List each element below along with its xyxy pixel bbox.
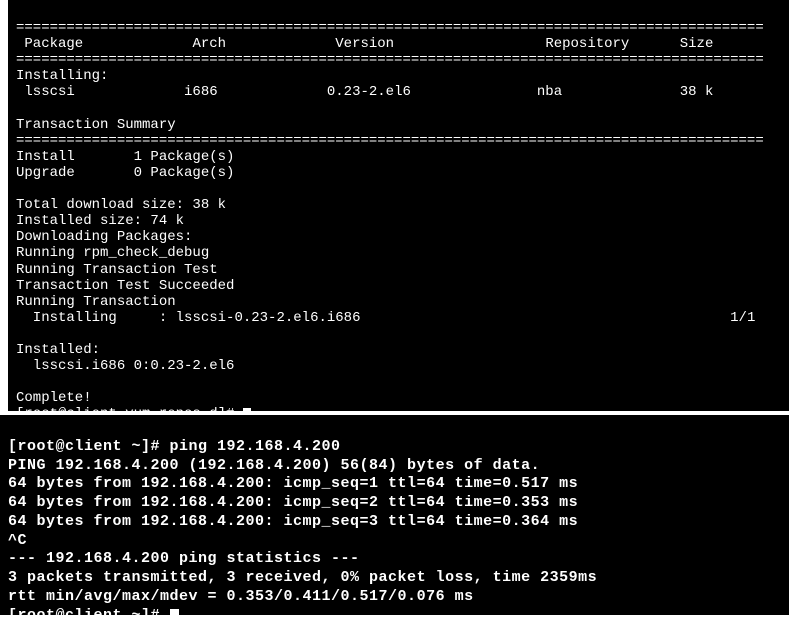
ping-reply: 64 bytes from 192.168.4.200: icmp_seq=3 … [8, 513, 578, 530]
running-tx: Running Transaction [16, 294, 176, 310]
upgrade-count: Upgrade 0 Package(s) [16, 165, 234, 181]
cursor-icon [243, 408, 251, 411]
rule: ========================================… [16, 52, 764, 68]
running-tx-test: Running Transaction Test [16, 262, 218, 278]
tx-summary-header: Transaction Summary [16, 117, 176, 133]
ping-command: [root@client ~]# ping 192.168.4.200 [8, 438, 341, 455]
section-installing: Installing: [16, 68, 108, 84]
ping-stats-header: --- 192.168.4.200 ping statistics --- [8, 550, 360, 567]
terminal-ping: [root@client ~]# ping 192.168.4.200 PING… [0, 415, 789, 615]
tx-test-succeeded: Transaction Test Succeeded [16, 278, 234, 294]
installing-line: Installing : lsscsi-0.23-2.el6.i686 1/1 [16, 310, 755, 326]
rule: ========================================… [16, 133, 764, 149]
installed-package: lsscsi.i686 0:0.23-2.el6 [16, 358, 234, 374]
ping-header: PING 192.168.4.200 (192.168.4.200) 56(84… [8, 457, 540, 474]
ping-stats: rtt min/avg/max/mdev = 0.353/0.411/0.517… [8, 588, 474, 605]
ping-stats: 3 packets transmitted, 3 received, 0% pa… [8, 569, 597, 586]
pkg-row: lsscsi i686 0.23-2.el6 nba 38 k [16, 84, 713, 100]
shell-prompt[interactable]: [root@client ~]# [8, 607, 179, 616]
download-total: Total download size: 38 k [16, 197, 226, 213]
downloading-packages: Downloading Packages: [16, 229, 192, 245]
table-header: Package Arch Version Repository Size [16, 36, 713, 52]
ping-reply: 64 bytes from 192.168.4.200: icmp_seq=2 … [8, 494, 578, 511]
ping-reply: 64 bytes from 192.168.4.200: icmp_seq=1 … [8, 475, 578, 492]
shell-prompt[interactable]: [root@client yum.repos.d]# [16, 406, 251, 411]
installed-header: Installed: [16, 342, 100, 358]
cursor-icon [170, 609, 179, 616]
install-count: Install 1 Package(s) [16, 149, 234, 165]
complete: Complete! [16, 390, 92, 406]
ctrl-c: ^C [8, 532, 27, 549]
terminal-yum-install: ========================================… [8, 0, 789, 411]
rpm-check: Running rpm_check_debug [16, 245, 209, 261]
rule: ========================================… [16, 20, 764, 36]
installed-size: Installed size: 74 k [16, 213, 184, 229]
